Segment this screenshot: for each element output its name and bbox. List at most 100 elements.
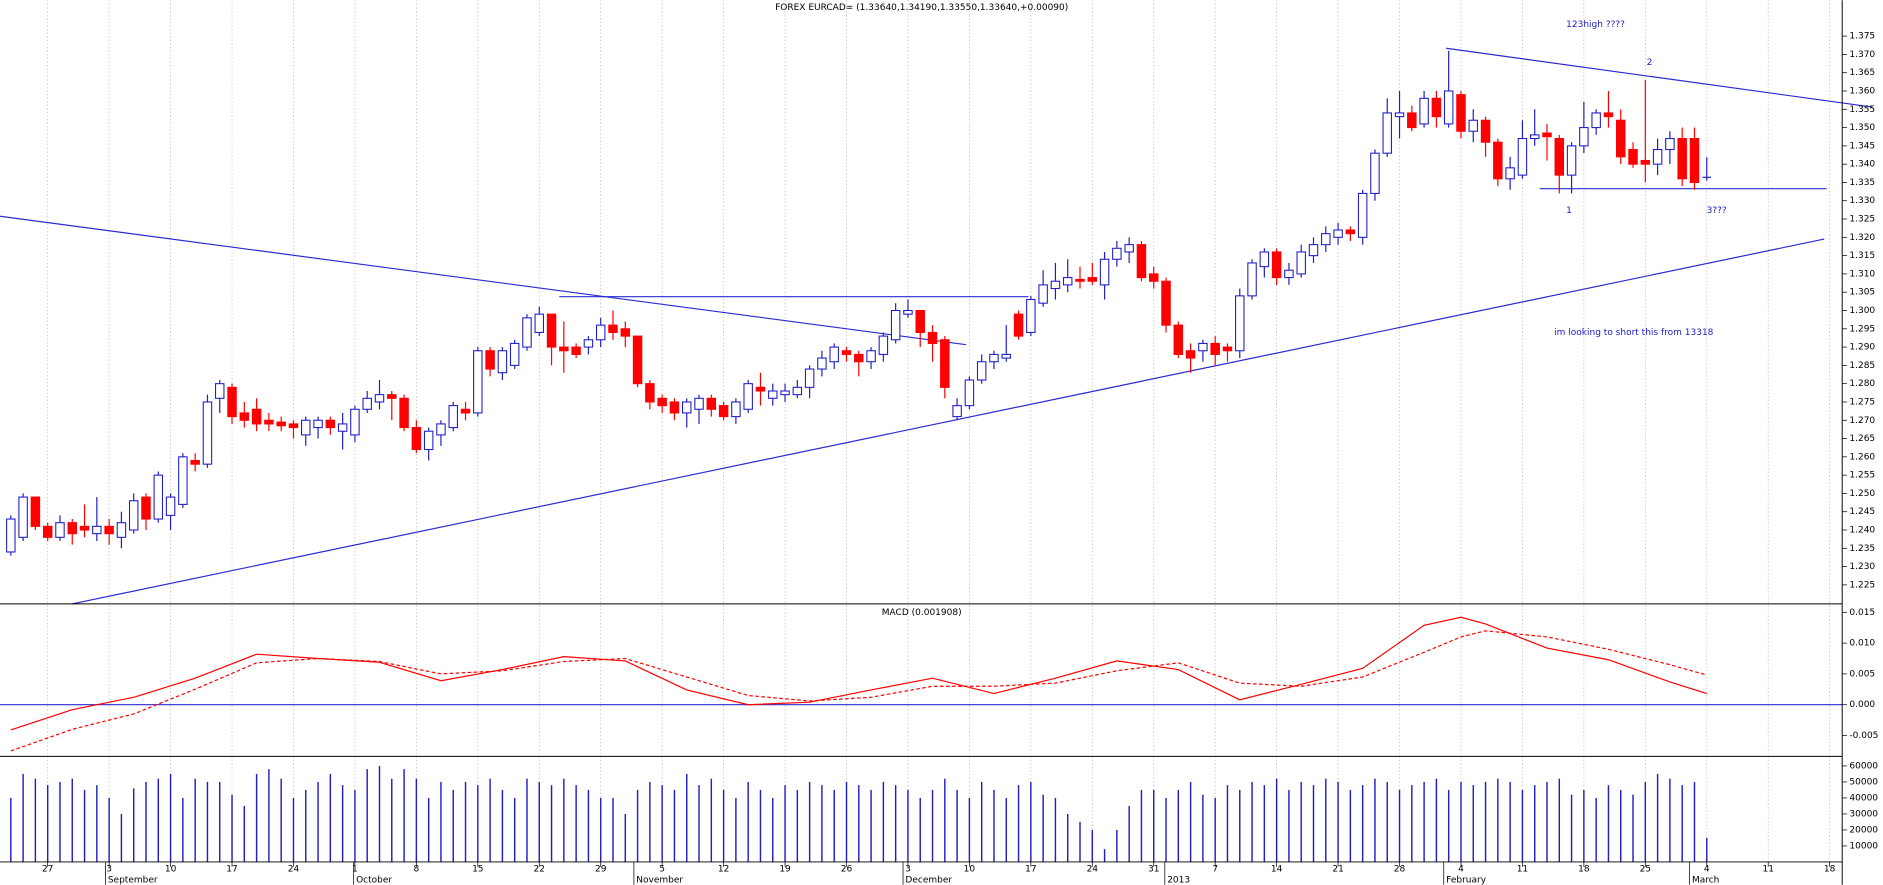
volume-bar [1386,781,1388,862]
x-tick-label: 31 [1148,865,1159,875]
volume-bar [157,778,160,862]
candle-body [325,419,336,429]
volume-bar [1054,797,1057,862]
candle-body [1529,134,1540,140]
candle-body [1566,145,1577,176]
macd-line [10,630,1707,752]
trend-line [1446,47,1873,108]
volume-bar [722,789,725,862]
month-label: February [1446,875,1487,885]
volume-bar [612,797,614,862]
volume-bar [1595,797,1597,862]
x-tick-label: 19 [779,865,791,875]
candle-body [153,474,164,520]
volume-bar [1091,829,1094,862]
candle-body [546,313,557,348]
candle-body [952,405,962,418]
y-tick-label: 1.365 [1849,68,1875,78]
volume-bar [710,778,713,862]
candle-body [1062,277,1073,286]
candle-body [1284,269,1294,279]
y-tick-label: 50000 [1849,777,1878,787]
x-tick-label: 24 [288,865,300,875]
volume-bar [1202,794,1204,862]
y-tick-label: 1.345 [1849,141,1875,151]
volume-bar [1239,789,1241,862]
volume-bar [1349,789,1352,862]
volume-bar [882,781,885,862]
volume-bar [1361,785,1364,862]
y-tick-label: 1.280 [1849,379,1875,389]
candle-body [583,339,594,348]
y-tick-label: 30000 [1849,809,1878,819]
volume-bar [1509,781,1511,862]
candle-body [1308,244,1319,257]
candle-body [681,401,692,414]
candle-body [1222,346,1233,352]
volume-bar [391,778,393,862]
volume-bar [1706,837,1708,862]
volume-bar [108,797,110,862]
volume-bar [845,781,848,862]
candle-body [940,339,950,388]
y-tick-label: 0.005 [1849,669,1875,679]
volume-bar [1116,829,1118,862]
y-tick-label: 1.285 [1849,361,1875,371]
volume-bar [440,781,442,862]
volume-bar [1312,785,1315,862]
volume-bar [907,789,909,862]
candle-body [1333,229,1343,238]
volume-bar [538,781,540,862]
x-tick-label: 25 [1640,865,1651,875]
volume-bar [1656,773,1659,862]
volume-bar [354,789,356,862]
candle-body [55,522,65,538]
y-tick-label: 1.225 [1849,580,1875,590]
x-tick-label: 18 [1824,865,1836,875]
volume-bar [636,789,639,862]
candle-body [817,357,827,370]
candle-body [632,335,643,385]
x-tick-label: 27 [42,865,53,875]
candle-body [1407,112,1417,129]
candle-body [890,309,901,341]
y-tick-label: 1.355 [1849,105,1875,115]
y-tick-label: 1.340 [1849,160,1875,170]
month-label: November [636,875,683,885]
volume-bar [1570,794,1573,862]
candle-body [399,397,409,429]
volume-bar [747,781,749,862]
month-label: March [1692,875,1719,885]
candle-body [1296,251,1306,275]
volume-bar [858,785,860,862]
x-tick-label: 28 [1394,865,1406,875]
candle-body [251,408,262,425]
volume-bar [59,781,61,862]
candle-body [141,496,151,520]
candle-body [878,335,889,355]
candle-body [927,331,938,344]
candle-body [1554,138,1565,176]
candle-body [1677,138,1687,180]
candle-body [1357,192,1368,238]
candle-body [436,423,446,436]
volume-bar [1140,789,1143,862]
candle-body [866,350,876,363]
x-tick-label: 18 [1578,865,1590,875]
candle-body [989,353,999,363]
candle-body [1456,94,1466,132]
candle-body [731,401,741,418]
volume-bar [1484,781,1487,862]
volume-bar [1128,805,1130,862]
candle-body [669,401,680,414]
volume-bar [71,778,73,862]
volume-bar [1189,781,1192,862]
candle-body [1542,132,1552,138]
y-tick-label: 1.330 [1849,196,1875,206]
candle-body [264,419,274,425]
volume-bar [182,797,184,862]
candle-body [1615,119,1626,158]
volume-bar [735,797,737,862]
